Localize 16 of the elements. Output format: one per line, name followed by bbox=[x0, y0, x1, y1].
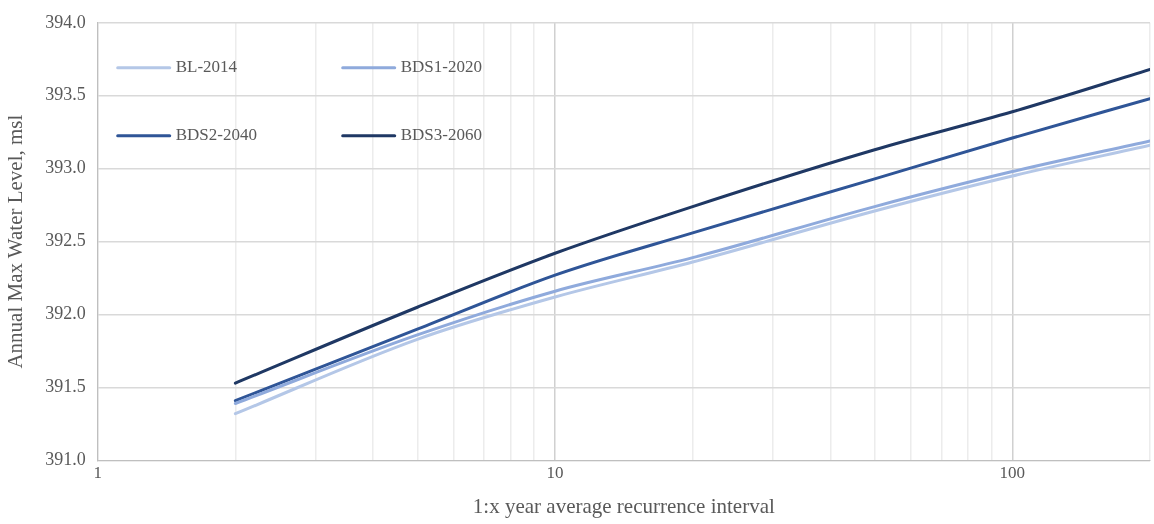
y-tick-label: 392.5 bbox=[45, 230, 86, 251]
y-tick-label: 393.0 bbox=[45, 157, 86, 178]
y-tick-label: 393.5 bbox=[45, 84, 86, 105]
y-tick-label: 391.0 bbox=[45, 449, 86, 470]
y-tick-label: 394.0 bbox=[45, 11, 86, 32]
legend-label: BL-2014 bbox=[175, 57, 238, 77]
legend-label: BDS3-2060 bbox=[400, 125, 482, 145]
x-axis-title: 1:x year average recurrence interval bbox=[472, 493, 775, 518]
x-tick-label: 100 bbox=[999, 463, 1026, 483]
y-axis-title: Annual Max Water Level, msl bbox=[3, 114, 28, 369]
y-tick-label: 392.0 bbox=[45, 303, 86, 324]
legend-label: BDS1-2020 bbox=[400, 57, 482, 77]
x-tick-label: 10 bbox=[546, 463, 564, 483]
x-tick-label: 1 bbox=[93, 463, 102, 483]
legend-label: BDS2-2040 bbox=[175, 125, 257, 145]
y-tick-label: 391.5 bbox=[45, 376, 86, 397]
